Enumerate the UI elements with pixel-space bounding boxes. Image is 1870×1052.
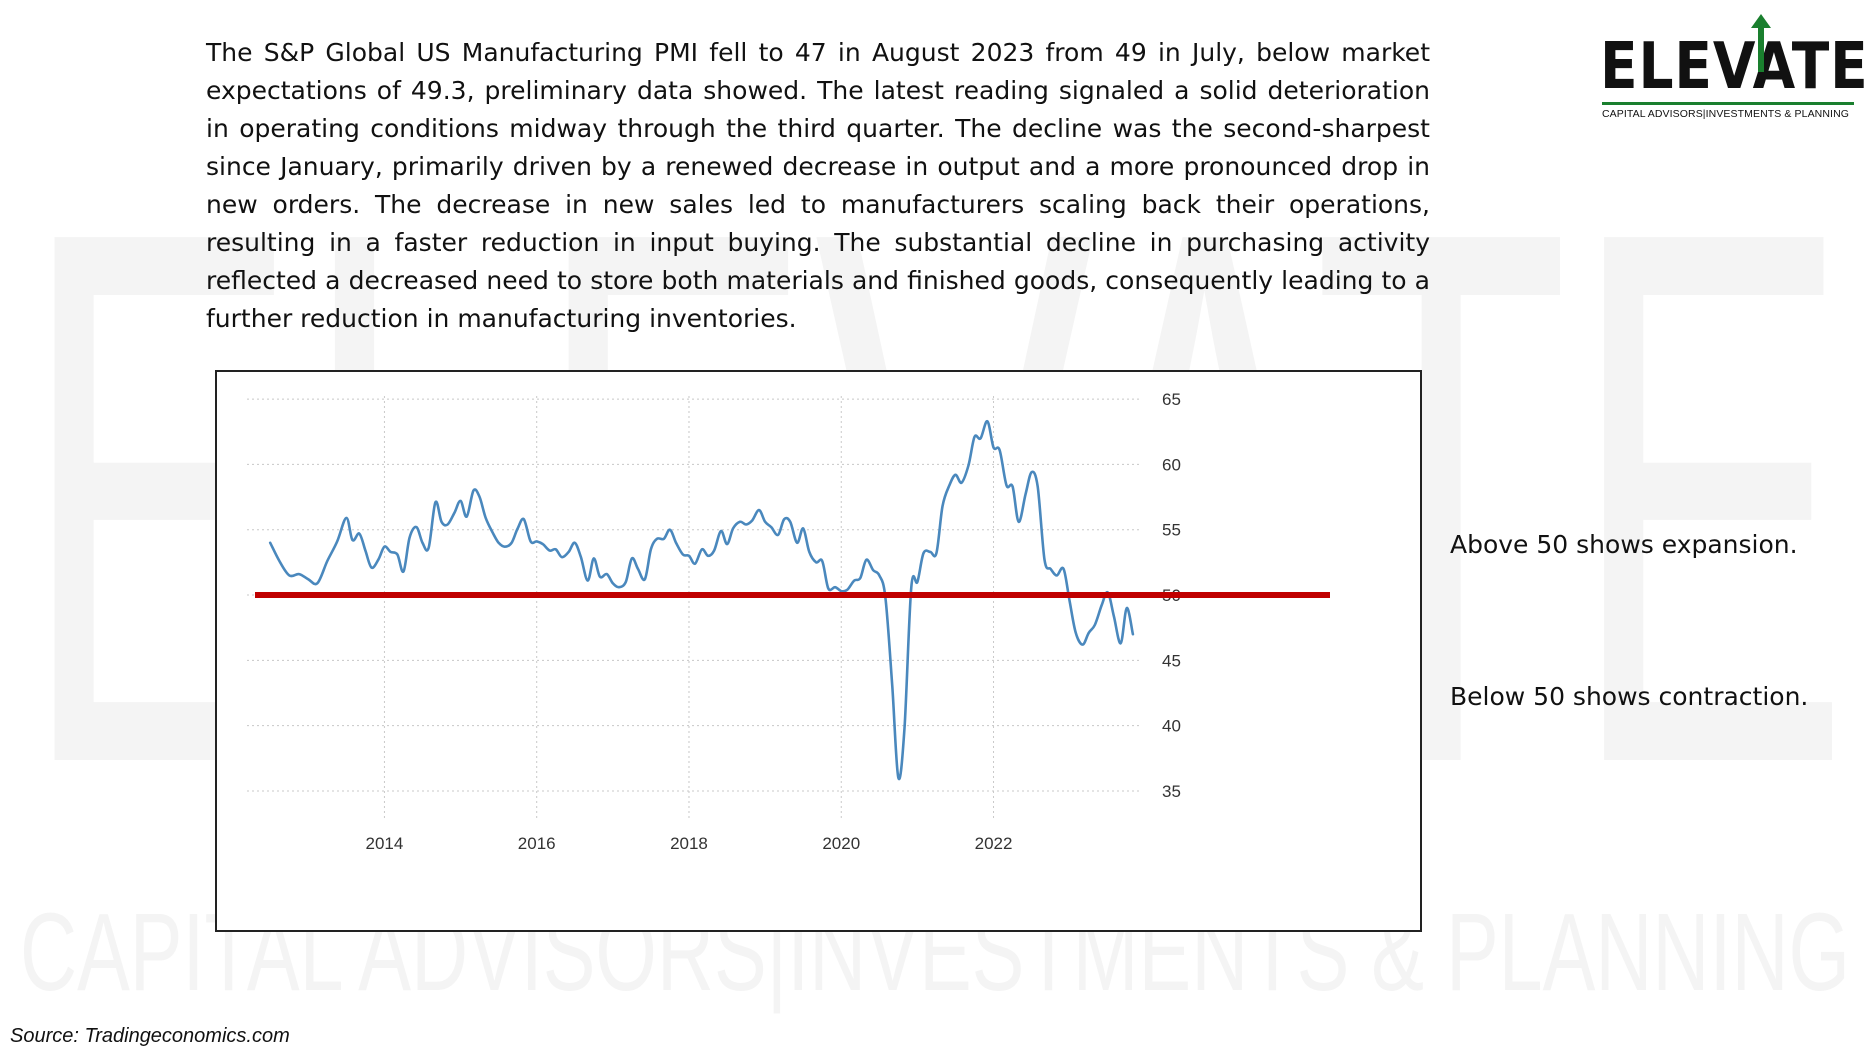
y-tick-label: 45 [1162,651,1181,670]
x-tick-label: 2018 [670,834,708,853]
x-tick-labels: 2014 2016 2018 2020 2022 [366,834,1013,853]
contraction-note: Below 50 shows contraction. [1450,682,1809,711]
y-tick-label: 55 [1162,521,1181,540]
y-tick-labels: 35404550556065 [1162,390,1181,801]
summary-paragraph: The S&P Global US Manufacturing PMI fell… [206,38,1430,333]
elevate-logo: ELEVATE CAPITAL ADVISORS|INVESTMENTS & P… [1600,14,1868,124]
y-tick-label: 65 [1162,390,1181,409]
expansion-note: Above 50 shows expansion. [1450,530,1798,559]
logo-accent-bar [1602,102,1854,105]
x-tick-label: 2014 [366,834,404,853]
source-note: Source: Tradingeconomics.com [10,1025,290,1047]
pmi-series-line [268,419,1135,781]
y-tick-label: 40 [1162,717,1181,736]
y-tick-label: 60 [1162,455,1181,474]
up-arrow-icon [1751,14,1771,72]
x-tick-label: 2016 [518,834,556,853]
series-layer [268,419,1135,781]
logo-word: ELEVATE [1600,30,1869,104]
x-tick-label: 2020 [822,834,860,853]
grid-lines [247,396,1142,820]
y-tick-label: 35 [1162,782,1181,801]
logo-tagline: CAPITAL ADVISORS|INVESTMENTS & PLANNING [1602,108,1850,120]
x-tick-label: 2022 [975,834,1013,853]
